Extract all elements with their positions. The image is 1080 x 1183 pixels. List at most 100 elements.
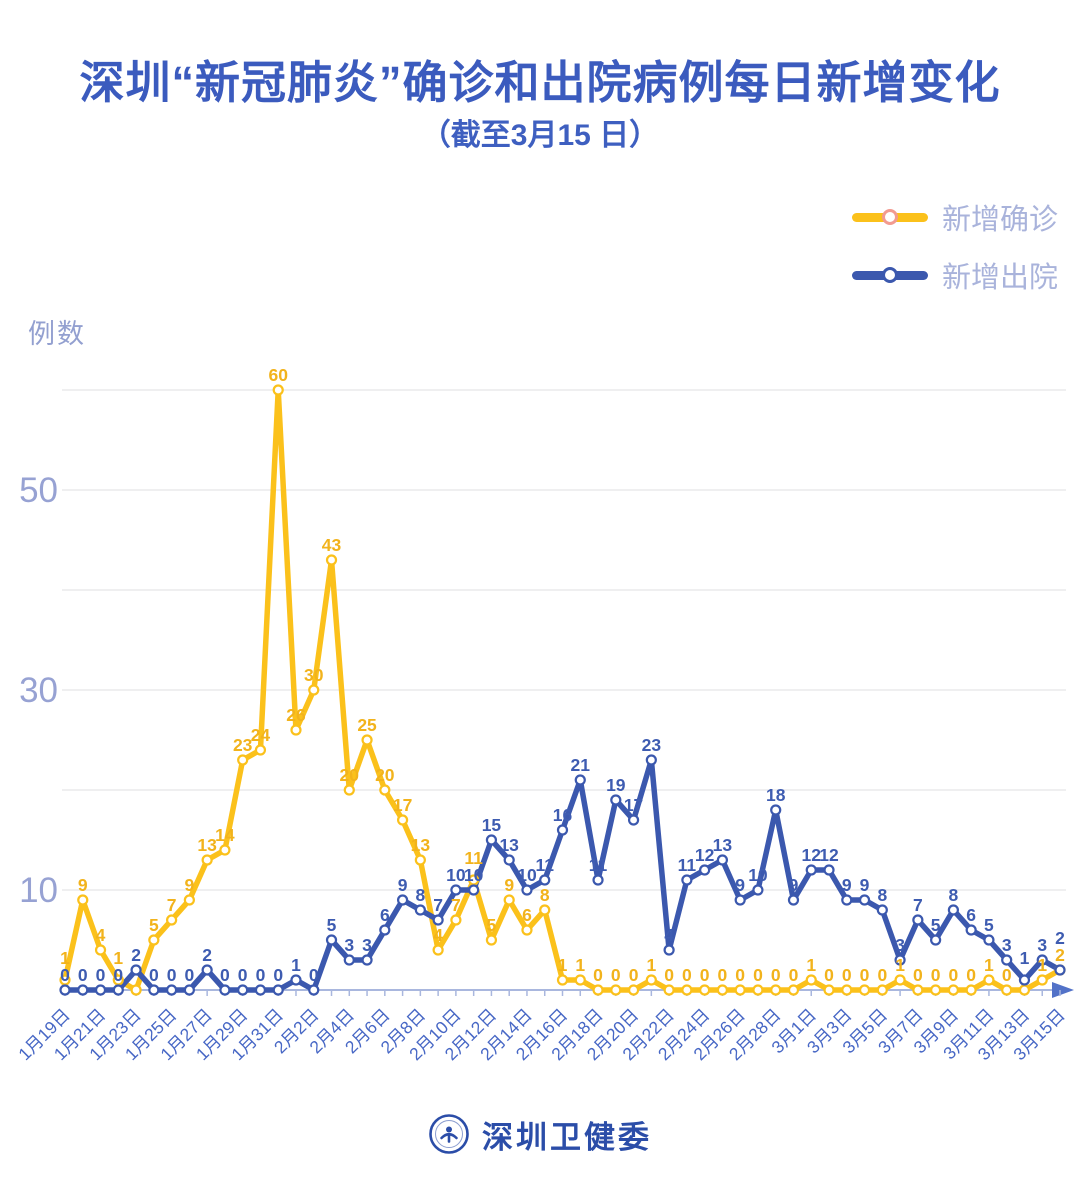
confirmed-data-label: 2 [1055, 945, 1065, 965]
confirmed-data-label: 0 [664, 965, 674, 985]
confirmed-data-label: 9 [504, 875, 514, 895]
discharged-point-marker [396, 894, 409, 906]
discharged-point-marker [645, 754, 657, 766]
confirmed-point-marker [219, 844, 231, 856]
confirmed-data-label: 25 [357, 715, 377, 735]
discharged-point-marker [894, 954, 906, 966]
confirmed-point-marker [965, 984, 977, 996]
discharged-point-marker [610, 794, 622, 806]
confirmed-data-label: 1 [646, 955, 656, 975]
discharged-data-label: 0 [256, 965, 266, 985]
discharged-data-label: 3 [362, 935, 372, 955]
discharged-point-marker [237, 984, 249, 996]
confirmed-point-marker [947, 984, 959, 996]
discharged-point-marker [699, 864, 711, 876]
confirmed-data-label: 0 [718, 965, 728, 985]
discharged-point-marker [1018, 974, 1031, 986]
confirmed-point-marker [592, 984, 604, 996]
discharged-point-marker [503, 854, 515, 866]
discharged-data-label: 0 [60, 965, 70, 985]
discharged-data-label: 0 [149, 965, 159, 985]
confirmed-data-label: 13 [411, 835, 431, 855]
confirmed-data-label: 13 [197, 835, 217, 855]
discharged-point-marker [930, 934, 942, 946]
confirmed-data-label: 0 [735, 965, 745, 985]
confirmed-point-marker [539, 904, 551, 916]
discharged-point-marker [681, 874, 693, 886]
confirmed-data-label: 0 [931, 965, 941, 985]
confirmed-data-label: 0 [824, 965, 834, 985]
confirmed-point-marker [325, 554, 338, 566]
confirmed-point-marker [556, 974, 569, 986]
confirmed-point-marker [1018, 984, 1031, 996]
discharged-data-label: 13 [713, 835, 733, 855]
discharged-data-label: 0 [238, 965, 248, 985]
discharged-data-label: 10 [464, 865, 484, 885]
confirmed-data-label: 0 [949, 965, 959, 985]
confirmed-point-marker [343, 784, 355, 796]
discharged-point-marker [752, 884, 764, 896]
confirmed-point-marker [787, 984, 800, 996]
confirmed-data-label: 0 [771, 965, 781, 985]
discharged-data-label: 0 [167, 965, 177, 985]
confirmed-point-marker [876, 984, 888, 996]
discharged-data-label: 12 [802, 845, 822, 865]
discharged-data-label: 0 [185, 965, 195, 985]
discharged-point-marker [325, 934, 338, 946]
confirmed-point-marker [770, 984, 782, 996]
discharged-data-label: 0 [113, 965, 123, 985]
confirmed-point-marker [201, 854, 213, 866]
confirmed-point-marker [396, 814, 409, 826]
confirmed-point-marker [983, 974, 995, 986]
discharged-data-label: 16 [553, 805, 573, 825]
discharged-point-marker [112, 984, 124, 996]
confirmed-point-marker [930, 984, 942, 996]
confirmed-point-marker [627, 984, 640, 996]
discharged-point-marker [432, 914, 444, 926]
confirmed-point-marker [823, 984, 835, 996]
confirmed-point-marker [94, 944, 107, 956]
confirmed-point-marker [681, 984, 693, 996]
y-axis-unit-label: 例数 [28, 319, 86, 349]
legend-label-discharged: 新增出院 [941, 262, 1058, 294]
confirmed-data-label: 0 [611, 965, 621, 985]
confirmed-legend-line-swatch [851, 209, 928, 225]
discharged-data-label: 12 [695, 845, 715, 865]
discharged-point-marker [414, 904, 426, 916]
confirmed-data-label: 0 [629, 965, 639, 985]
discharged-point-marker [770, 804, 782, 816]
discharged-data-label: 9 [735, 875, 745, 895]
confirmed-data-label: 5 [149, 915, 159, 935]
confirmed-data-label: 0 [682, 965, 692, 985]
brand-name: 深圳卫健委 [482, 1119, 652, 1155]
discharged-data-label: 1 [1020, 948, 1030, 968]
confirmed-data-label: 1 [60, 948, 70, 968]
discharged-data-label: 2 [131, 945, 141, 965]
confirmed-point-marker [1036, 974, 1048, 986]
confirmed-point-marker [699, 984, 711, 996]
discharged-data-label: 5 [984, 915, 994, 935]
confirmed-data-label: 1 [1037, 955, 1047, 975]
confirmed-data-label: 0 [789, 965, 799, 985]
discharged-data-label: 12 [819, 845, 839, 865]
discharged-point-marker [876, 904, 888, 916]
confirmed-data-label: 0 [842, 965, 852, 985]
discharged-point-marker [716, 854, 729, 866]
confirmed-data-label: 0 [860, 965, 870, 985]
y-axis-tick-label: 30 [19, 671, 58, 710]
discharged-data-label: 2 [202, 945, 212, 965]
discharged-point-marker [965, 924, 977, 936]
discharged-data-label: 3 [344, 935, 354, 955]
discharged-point-marker [947, 904, 959, 916]
discharged-data-label: 6 [966, 905, 976, 925]
confirmed-data-label: 5 [487, 915, 497, 935]
discharged-point-marker [308, 984, 320, 996]
confirmed-data-label: 4 [96, 925, 106, 945]
discharged-data-label: 17 [624, 795, 643, 815]
legend-item-confirmed: 新增确诊 [851, 196, 1058, 238]
page-title: 深圳“新冠肺炎”确诊和出院病例每日新增变化 [79, 57, 1001, 108]
confirmed-data-label: 0 [913, 965, 923, 985]
discharged-point-marker [485, 834, 498, 846]
x-axis-arrow-icon [1052, 982, 1074, 998]
